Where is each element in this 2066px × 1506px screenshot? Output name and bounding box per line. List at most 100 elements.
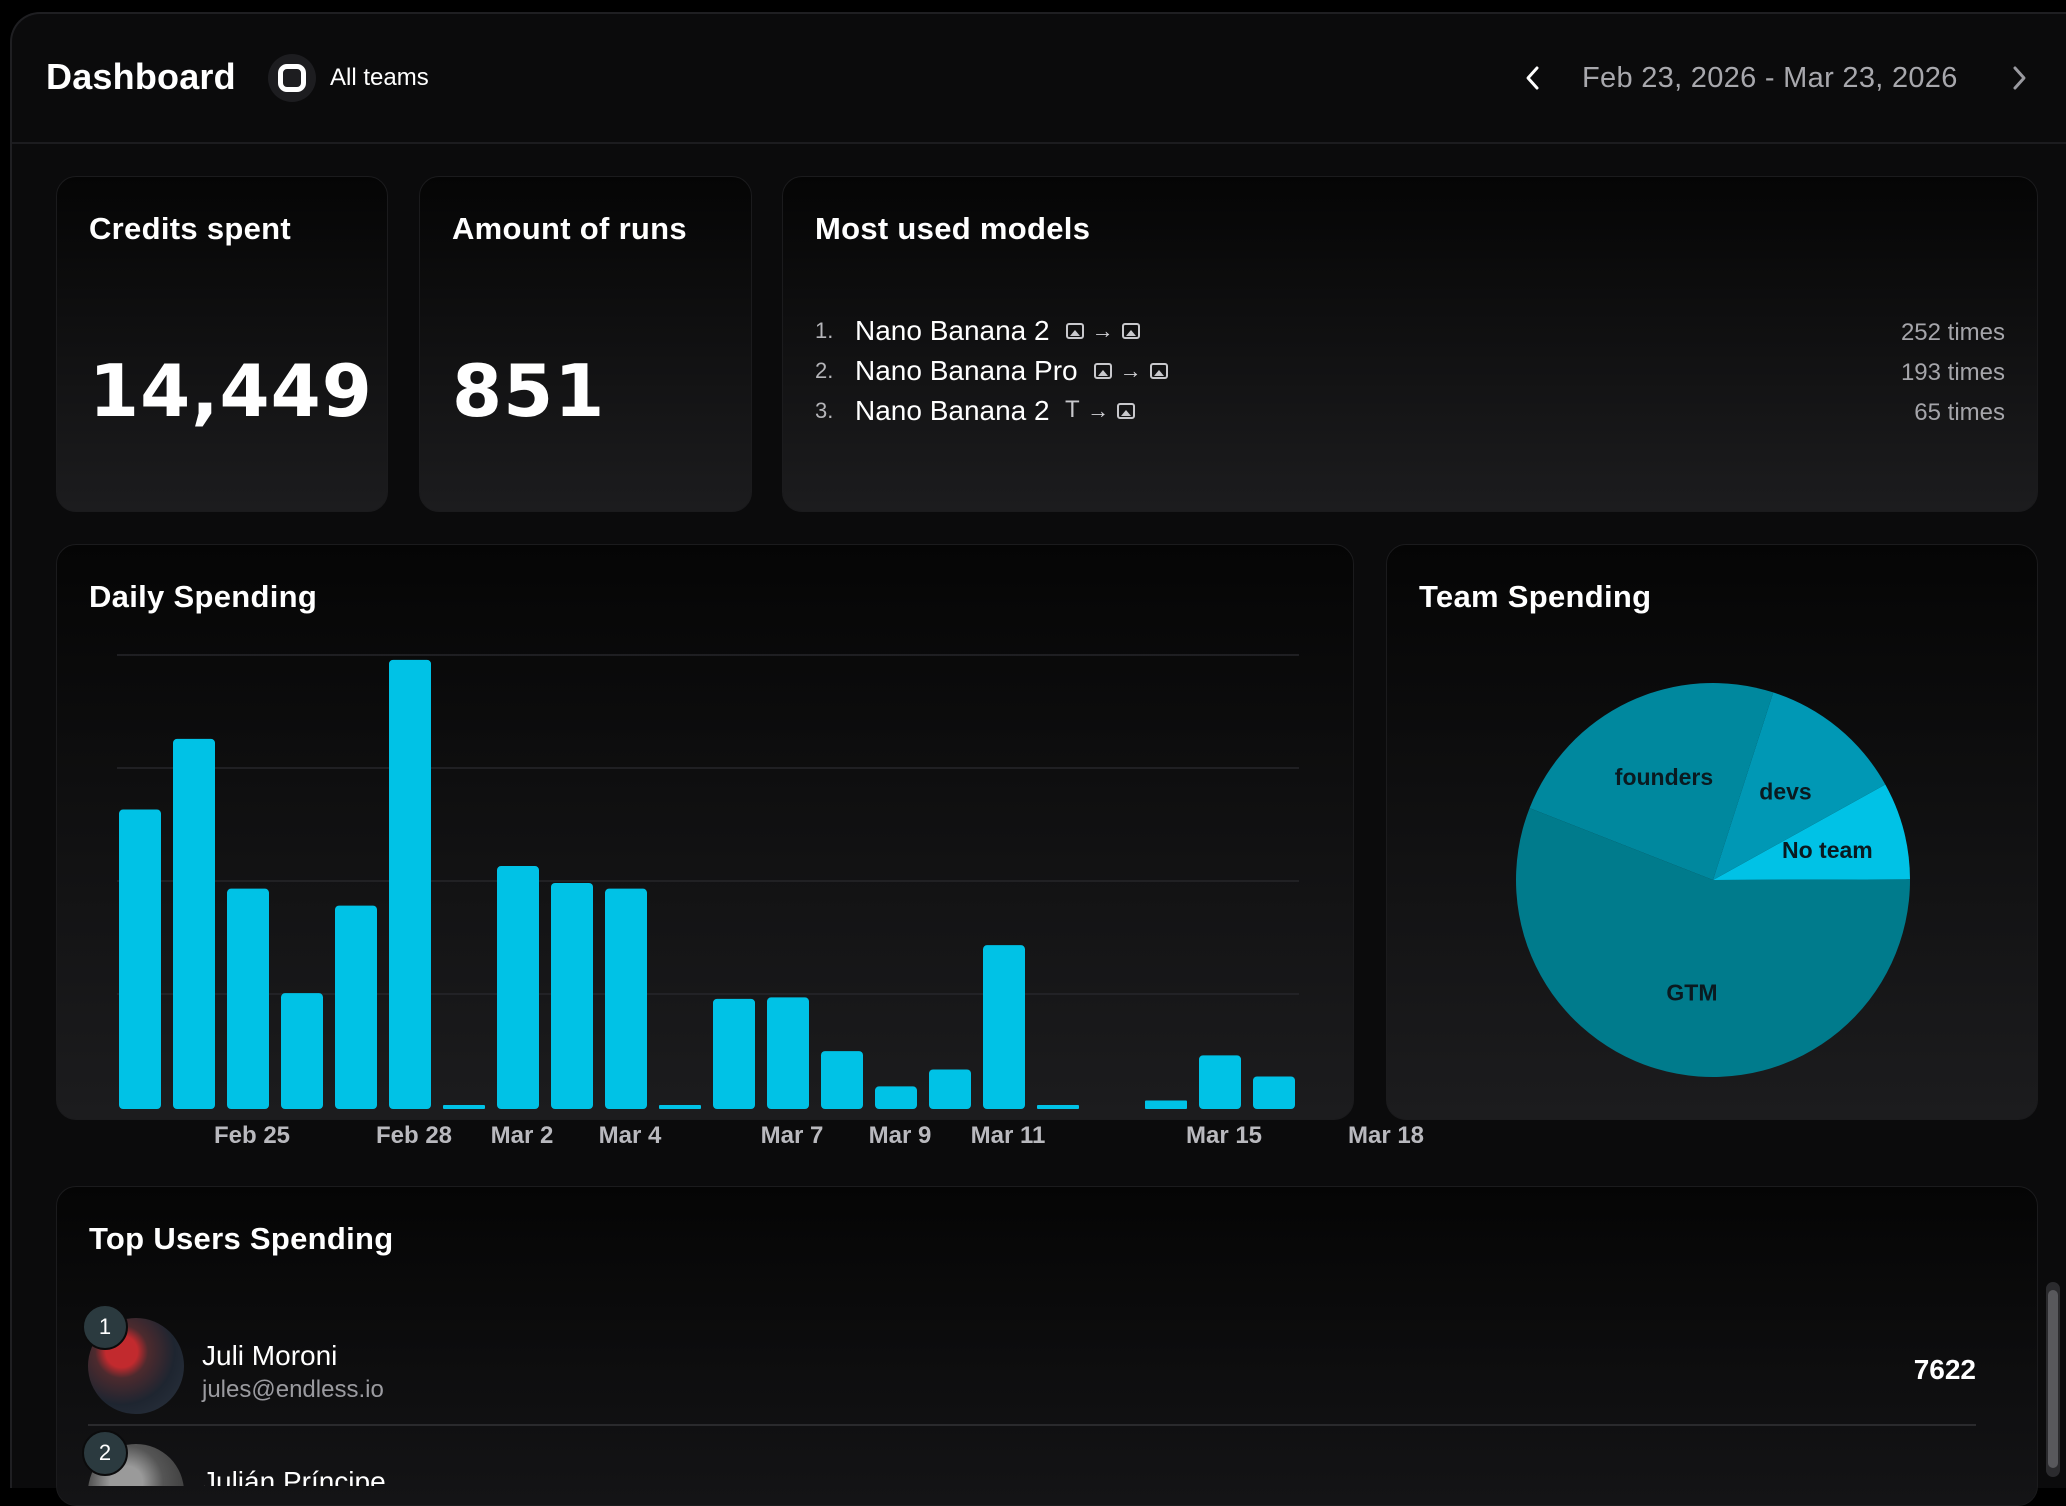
- model-usage-count: 193 times: [1900, 359, 2005, 386]
- daily-spending-bar[interactable]: [713, 998, 755, 1109]
- model-io: T →: [1065, 398, 1136, 423]
- user-row[interactable]: 2 Julián Príncipe: [82, 1430, 1976, 1486]
- team-spending-title: Team Spending: [1419, 579, 1652, 614]
- model-name: Nano Banana Pro: [855, 355, 1078, 386]
- pie-slice-label: devs: [1759, 779, 1811, 805]
- image-icon: [1149, 363, 1168, 379]
- scrollbar[interactable]: [2046, 1282, 2060, 1477]
- daily-spending-title: Daily Spending: [89, 579, 318, 614]
- team-filter-label[interactable]: All teams: [330, 64, 429, 91]
- daily-spending-bar[interactable]: [929, 1069, 971, 1109]
- chevron-left-icon: [1526, 66, 1539, 90]
- x-tick-label: Feb 25: [213, 1122, 291, 1149]
- image-icon: [1065, 323, 1084, 339]
- scrollbar-thumb[interactable]: [2048, 1290, 2058, 1468]
- daily-spending-chart: [117, 654, 1299, 1109]
- daily-spending-bar[interactable]: [119, 809, 161, 1109]
- pie-slice-label: No team: [1782, 837, 1873, 863]
- header: Dashboard All teams Feb 23, 2026 - Mar 2…: [12, 14, 2066, 144]
- team-icon: [278, 64, 306, 92]
- image-icon: [1121, 323, 1140, 339]
- user-email: jules@endless.io: [202, 1376, 384, 1403]
- team-spending-pie-chart: No team GTM founders devs: [1516, 683, 1910, 1077]
- daily-spending-bar[interactable]: [1037, 1105, 1079, 1109]
- daily-spending-bar[interactable]: [1253, 1076, 1295, 1109]
- daily-spending-bar[interactable]: [767, 997, 809, 1109]
- daily-spending-bar[interactable]: [821, 1051, 863, 1109]
- amount-of-runs-card: Amount of runs 851: [419, 176, 752, 512]
- pie-slice[interactable]: [1713, 784, 1910, 880]
- daily-spending-bar[interactable]: [281, 993, 323, 1109]
- arrow-right-icon: →: [1087, 398, 1110, 423]
- user-name: Juli Moroni: [202, 1340, 338, 1371]
- model-row[interactable]: 3. Nano Banana 2 T →: [815, 391, 1136, 431]
- model-usage-count: 252 times: [1900, 319, 2005, 346]
- model-io: →: [1093, 358, 1168, 383]
- next-period-button[interactable]: [2000, 58, 2040, 98]
- rank-badge: 2: [82, 1430, 128, 1476]
- x-tick-label: Mar 4: [598, 1122, 662, 1149]
- daily-spending-bar[interactable]: [497, 866, 539, 1109]
- amount-of-runs-title: Amount of runs: [452, 211, 687, 246]
- daily-spending-bar[interactable]: [1199, 1055, 1241, 1109]
- daily-spending-bar[interactable]: [551, 883, 593, 1109]
- model-rank: 1.: [815, 318, 834, 343]
- daily-spending-bar[interactable]: [875, 1086, 917, 1109]
- x-tick-label: Mar 18: [1347, 1122, 1425, 1149]
- x-tick-label: Mar 2: [490, 1122, 554, 1149]
- date-range[interactable]: Feb 23, 2026 - Mar 23, 2026: [1582, 62, 1958, 94]
- daily-spending-bar[interactable]: [389, 659, 431, 1109]
- model-rank: 3.: [815, 398, 834, 423]
- arrow-right-icon: →: [1119, 358, 1142, 383]
- credits-spent-value: 14,449: [89, 349, 373, 433]
- arrow-right-icon: →: [1091, 318, 1114, 343]
- pie-slice[interactable]: [1713, 692, 1886, 880]
- model-io: →: [1065, 318, 1140, 343]
- image-icon: [1093, 363, 1112, 379]
- daily-spending-bar[interactable]: [659, 1105, 701, 1109]
- top-users-title: Top Users Spending: [89, 1221, 394, 1256]
- daily-spending-bar[interactable]: [1145, 1100, 1187, 1109]
- x-tick-label: Mar 9: [868, 1122, 932, 1149]
- pie-slice-label: GTM: [1666, 979, 1717, 1005]
- model-name: Nano Banana 2: [855, 395, 1050, 426]
- model-rank: 2.: [815, 358, 834, 383]
- user-row[interactable]: 1 Juli Moroni jules@endless.io 7622: [82, 1304, 1976, 1432]
- top-users-list[interactable]: 1 Juli Moroni jules@endless.io 7622 2 Ju…: [56, 1186, 2038, 1486]
- pie-slice-label: founders: [1615, 764, 1713, 790]
- rank-badge: 1: [82, 1304, 128, 1350]
- daily-spending-bar[interactable]: [335, 905, 377, 1109]
- pie-slice[interactable]: [1529, 683, 1774, 880]
- most-used-models-card: Most used models 1. Nano Banana 2 → 252 …: [782, 176, 2038, 512]
- credits-spent-title: Credits spent: [89, 211, 291, 246]
- x-tick-label: Mar 15: [1185, 1122, 1263, 1149]
- most-used-models-title: Most used models: [815, 211, 1091, 246]
- model-name: Nano Banana 2: [855, 315, 1050, 346]
- team-spending-card: Team Spending No team GTM founders devs: [1386, 544, 2038, 1120]
- chevron-right-icon: [2013, 66, 2026, 90]
- x-tick-label: Mar 7: [760, 1122, 824, 1149]
- amount-of-runs-value: 851: [452, 349, 606, 433]
- pie-slice[interactable]: [1516, 808, 1910, 1077]
- user-name: Julián Príncipe: [202, 1466, 386, 1486]
- x-tick-label: Mar 11: [970, 1122, 1046, 1149]
- team-filter-button[interactable]: [268, 54, 316, 102]
- credits-spent-card: Credits spent 14,449: [56, 176, 388, 512]
- row-divider: [88, 1424, 1976, 1426]
- daily-spending-bar[interactable]: [605, 888, 647, 1109]
- daily-spending-bar[interactable]: [173, 738, 215, 1109]
- model-row[interactable]: 2. Nano Banana Pro →: [815, 351, 1168, 391]
- daily-spending-card: Daily Spending: [56, 544, 1354, 1120]
- daily-spending-bar[interactable]: [983, 945, 1025, 1109]
- previous-period-button[interactable]: [1512, 58, 1552, 98]
- user-credits: 7622: [1913, 1354, 1976, 1385]
- text-icon: T: [1065, 398, 1080, 423]
- image-icon: [1117, 403, 1136, 419]
- page-title: Dashboard: [46, 56, 236, 97]
- model-row[interactable]: 1. Nano Banana 2 →: [815, 311, 1140, 351]
- top-users-card: Top Users Spending: [56, 1186, 2038, 1506]
- daily-spending-bar[interactable]: [227, 888, 269, 1109]
- daily-spending-bar[interactable]: [443, 1105, 485, 1109]
- x-tick-label: Feb 28: [375, 1122, 453, 1149]
- model-usage-count: 65 times: [1914, 399, 2005, 426]
